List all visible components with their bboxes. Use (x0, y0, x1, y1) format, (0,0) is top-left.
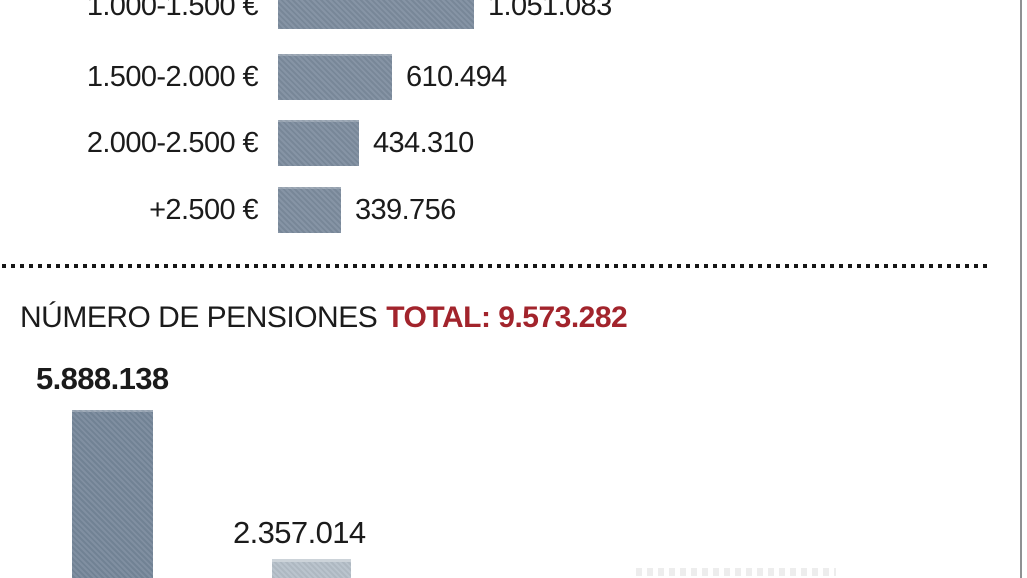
amount-bracket-value: 1.051.083 (488, 0, 612, 22)
amount-bracket-label: 1.500-2.000 € (86, 60, 259, 93)
amount-bracket-bar (278, 187, 341, 233)
amount-bracket-label: 1.000-1.500 € (86, 0, 259, 22)
amount-bracket-bar (278, 120, 359, 166)
amount-bracket-row: 1.000-1.500 € 1.051.083 (0, 0, 1027, 29)
section-title: NÚMERO DE PENSIONES TOTAL: 9.573.282 (20, 301, 628, 335)
amount-bracket-row: 1.500-2.000 € 610.494 (0, 54, 1027, 100)
count-bar-value: 2.357.014 (233, 515, 366, 550)
amount-bracket-bar (278, 54, 392, 100)
dotted-separator (2, 264, 990, 268)
amount-bracket-row: +2.500 € 339.756 (0, 187, 1027, 233)
cropped-text-fragment (636, 568, 836, 576)
amount-bracket-label: 2.000-2.500 € (86, 126, 259, 159)
amount-bracket-value: 434.310 (373, 126, 474, 159)
amount-bracket-label: +2.500 € (149, 193, 259, 226)
page-edge-rule (1020, 0, 1022, 578)
section-total-value: TOTAL: 9.573.282 (386, 301, 628, 334)
count-bar-value: 5.888.138 (36, 361, 169, 396)
count-bar (72, 410, 153, 578)
amount-bracket-value: 339.756 (355, 193, 456, 226)
amount-bracket-value: 610.494 (406, 60, 507, 93)
amount-bracket-row: 2.000-2.500 € 434.310 (0, 120, 1027, 166)
count-bar (272, 559, 351, 578)
amount-bracket-bar (278, 0, 474, 29)
section-title-text: NÚMERO DE PENSIONES (20, 301, 378, 334)
